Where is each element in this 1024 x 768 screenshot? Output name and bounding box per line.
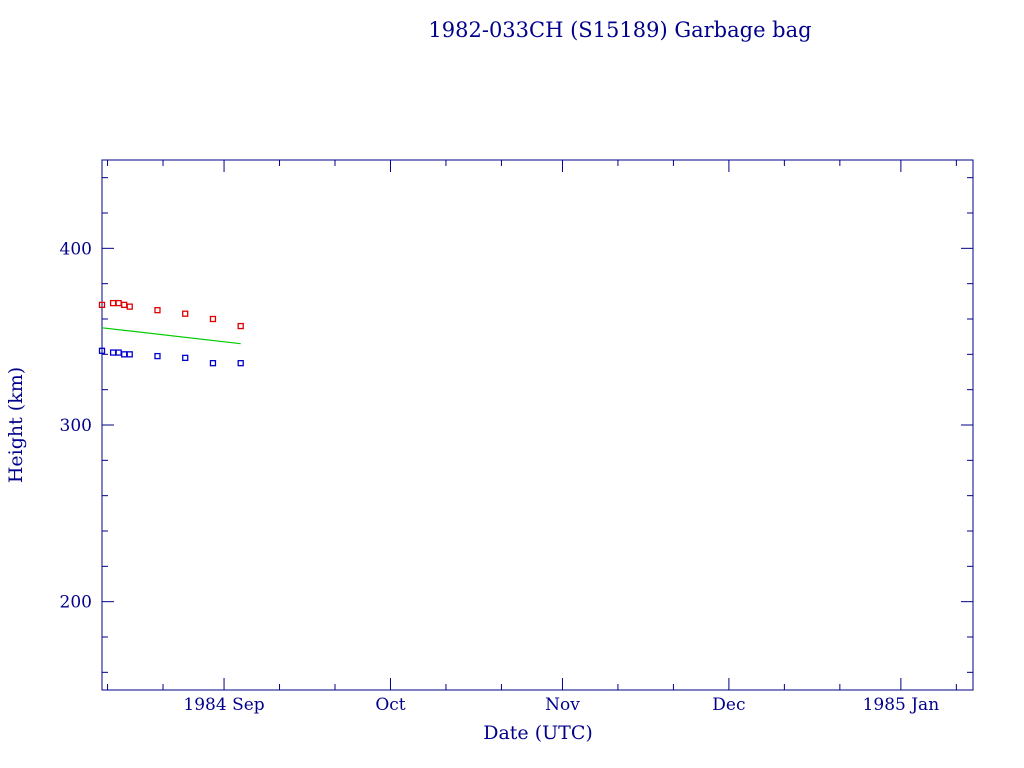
x-axis-label: Date (UTC) xyxy=(483,722,593,744)
data-point xyxy=(109,349,117,356)
fit-line xyxy=(101,327,241,345)
y-axis-label: Height (km) xyxy=(5,367,27,483)
data-point xyxy=(115,299,122,307)
data-point xyxy=(126,303,133,310)
data-point xyxy=(115,349,122,356)
y-tick-labels: 200 300 400 xyxy=(60,239,92,612)
data-point xyxy=(237,322,244,330)
y-tick-label: 300 xyxy=(60,416,92,436)
x-tick-label: 1984 Sep xyxy=(183,695,264,715)
x-tick-label: Nov xyxy=(545,695,580,715)
data-point xyxy=(98,347,106,354)
plot-frame xyxy=(101,159,974,691)
data-point xyxy=(209,315,217,323)
data-point xyxy=(209,360,217,367)
data-point xyxy=(154,352,161,360)
axis-ticks xyxy=(102,160,973,690)
data-point xyxy=(182,354,189,362)
data-point xyxy=(121,351,128,358)
data-point xyxy=(109,299,117,307)
data-point xyxy=(121,301,128,309)
data-point xyxy=(237,360,244,367)
y-tick-label: 400 xyxy=(60,239,92,259)
data-point xyxy=(126,351,133,358)
x-tick-label: Oct xyxy=(375,695,405,715)
x-tick-labels: 1984 Sep Oct Nov Dec 1985 Jan xyxy=(183,695,939,715)
data-point xyxy=(154,307,161,314)
y-tick-label: 200 xyxy=(60,593,92,613)
data-point xyxy=(98,301,106,309)
series-layer xyxy=(98,299,244,367)
chart-title: 1982-033CH (S15189) Garbage bag xyxy=(428,18,811,42)
data-point xyxy=(182,310,189,317)
x-tick-label: 1985 Jan xyxy=(863,695,940,715)
x-tick-label: Dec xyxy=(712,695,745,715)
